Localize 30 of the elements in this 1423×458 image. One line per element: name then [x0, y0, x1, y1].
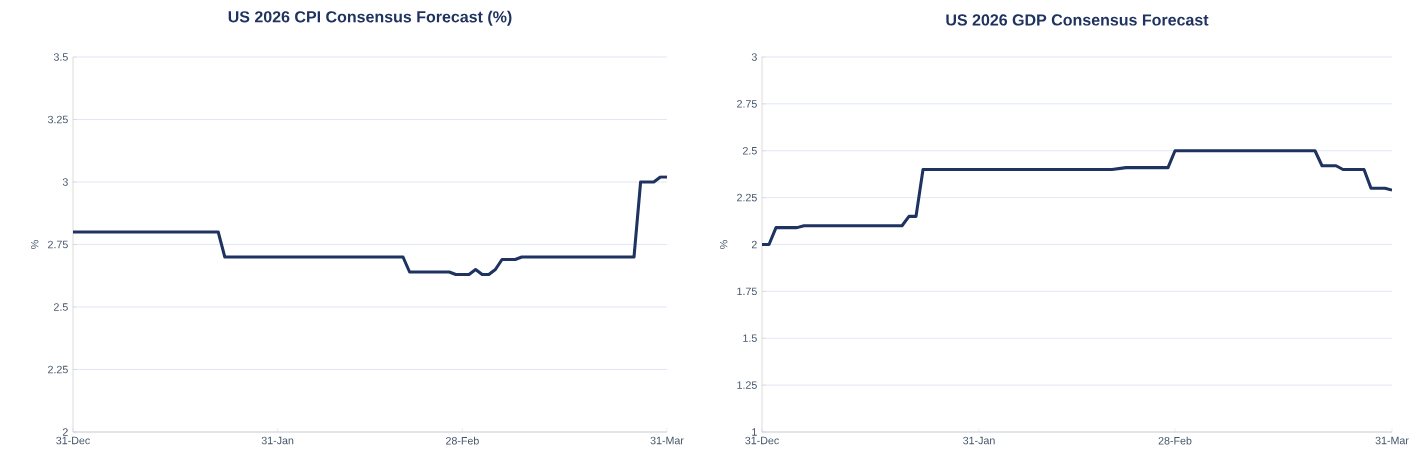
y-tick-label: 1	[752, 428, 757, 436]
chart-title: US 2026 CPI Consensus Forecast (%)	[228, 10, 512, 26]
y-tick-label: 2.25	[48, 365, 68, 374]
y-axis-title: %	[30, 240, 39, 249]
x-tick-label: 31-Mar	[650, 436, 684, 445]
x-tick-label: 31-Dec	[745, 436, 779, 445]
x-tick-label: 28-Feb	[446, 436, 479, 445]
chart-title: US 2026 GDP Consensus Forecast	[946, 14, 1209, 26]
y-axis-title: %	[719, 240, 728, 249]
y-tick-label: 2.75	[737, 100, 757, 108]
y-tick-label: 2.5	[54, 303, 68, 311]
line-series	[73, 175, 667, 277]
y-tick-label: 2.5	[743, 146, 757, 155]
x-tick-label: 31-Dec	[56, 436, 90, 445]
y-tick-label: 3	[62, 178, 68, 186]
y-tick-label: 2	[751, 240, 757, 249]
x-tick-label: 28-Feb	[1158, 436, 1192, 445]
y-tick-label: 3.25	[47, 115, 68, 124]
x-tick-label: 31-Jan	[261, 436, 294, 445]
y-tick-label: 2.75	[48, 240, 68, 249]
y-tick-label: 2	[62, 428, 68, 436]
y-tick-label: 1.25	[737, 381, 757, 389]
y-tick-label: 3.5	[53, 53, 68, 61]
y-tick-label: 1.75	[737, 287, 757, 296]
line-series	[762, 149, 1393, 247]
x-tick-label: 31-Mar	[1375, 436, 1409, 445]
y-tick-label: 1.5	[743, 334, 757, 342]
y-tick-label: 2.25	[737, 193, 757, 202]
x-tick-label: 31-Jan	[963, 436, 995, 445]
y-tick-label: 3	[751, 53, 757, 61]
